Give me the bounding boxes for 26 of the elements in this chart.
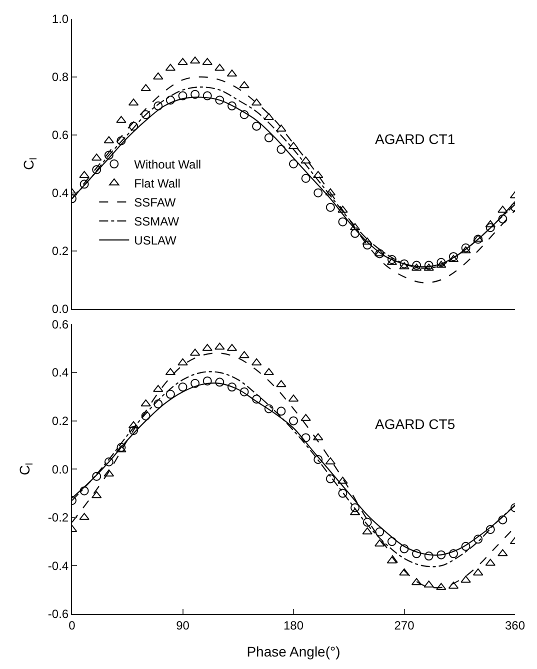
y-tick-label: -0.2	[48, 510, 69, 525]
x-tick-label: 0	[68, 618, 76, 632]
y-tick-label: 0.8	[52, 70, 69, 84]
legend-label: SSFAW	[134, 196, 176, 210]
x-tick-label: 180	[283, 618, 304, 632]
y-tick-label: -0.4	[48, 558, 69, 573]
y-tick-label: 0.4	[52, 366, 69, 380]
y-tick-label: 0.0	[52, 462, 69, 476]
legend-label: USLAW	[134, 234, 178, 248]
y-tick-label: 0.4	[52, 186, 69, 200]
annotation: AGARD CT1	[375, 131, 456, 147]
x-tick-label: 360	[504, 618, 526, 632]
x-axis-title: Phase Angle(°)	[246, 644, 340, 660]
x-tick-label: 90	[176, 618, 190, 632]
y-tick-label: 1.0	[52, 12, 69, 26]
y-tick-label: 0.6	[52, 128, 69, 142]
y-tick-label: -0.6	[48, 607, 69, 622]
x-tick-label: 270	[394, 618, 415, 632]
legend-label: Flat Wall	[134, 176, 180, 191]
y-tick-label: 0.2	[52, 244, 69, 258]
y-tick-label: 0.6	[52, 317, 69, 332]
annotation: AGARD CT5	[375, 416, 456, 432]
legend-label: SSMAW	[134, 214, 180, 229]
y-tick-label: 0.2	[52, 414, 69, 428]
y-tick-label: 0.0	[52, 302, 69, 316]
legend-label: Without Wall	[134, 158, 202, 172]
